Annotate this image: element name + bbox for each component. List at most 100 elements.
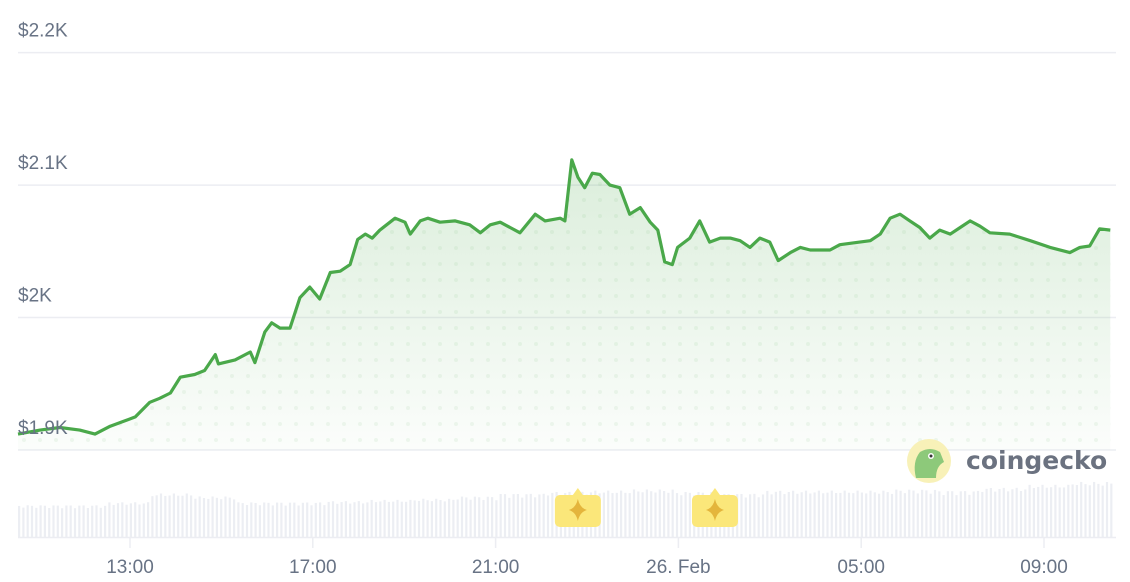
volume-bar [925,490,928,537]
volume-bar [185,493,188,537]
volume-bar [267,502,270,537]
volume-bar [749,494,752,537]
volume-bar [628,493,631,537]
volume-bar [1015,487,1018,537]
volume-bar [951,491,954,537]
volume-bar [413,500,416,537]
volume-bar [400,501,403,537]
volume-bar [26,505,29,537]
volume-bar [22,507,25,537]
volume-bar [783,494,786,537]
volume-bar [998,489,1001,537]
volume-bar [297,505,300,537]
y-axis-labels: $2.2K $2.1K $2K $1.9K [18,21,68,439]
volume-bar [641,492,644,537]
volume-bar [172,493,175,537]
volume-bar [787,492,790,537]
volume-bar [792,490,795,537]
volume-bar [409,499,412,537]
volume-bar [61,508,64,537]
volume-bar [417,500,421,537]
y-tick-label: $1.9K [18,418,68,439]
volume-bar [491,497,494,537]
volume-bar [293,502,296,537]
volume-bar [1002,487,1005,537]
volume-bar [387,501,390,537]
volume-bar [258,505,261,537]
volume-bar [190,495,193,537]
volume-bar [942,495,945,537]
x-tick-label: 05:00 [837,557,885,578]
y-tick-label: $2.2K [18,21,68,42]
volume-bar [30,505,34,537]
volume-bar [426,500,429,537]
volume-bar [228,497,231,537]
volume-bar [921,489,924,537]
volume-bar [667,492,670,537]
volume-bar [486,496,489,537]
volume-bar [310,505,313,537]
volume-bar [1097,483,1100,537]
volume-bar [856,490,859,537]
volume-bar [1071,484,1074,537]
volume-bar [770,494,773,537]
volume-bar [1007,491,1010,537]
volume-bar [362,503,365,537]
volume-bar [327,501,330,537]
volume-bar [671,489,674,537]
volume-bar [903,493,906,537]
volume-bar [835,493,838,537]
volume-bar [159,493,163,537]
volume-bar [624,492,627,537]
volume-bar [254,502,257,537]
volume-bar [503,494,507,537]
volume-bar [142,503,145,537]
volume-bar [804,490,808,537]
volume-bar [215,497,218,537]
volume-bar [908,489,911,537]
volume-bar [99,507,102,537]
volume-bar [82,505,85,537]
volume-bar [938,491,941,537]
volume-bar [551,492,554,537]
watermark-text: coingecko [966,446,1107,475]
volume-bar [766,490,769,537]
volume-bar [370,499,373,537]
volume-bar [104,505,107,537]
volume-bar [284,505,287,537]
volume-bar [125,504,128,537]
volume-bar [319,502,322,537]
x-tick-label: 09:00 [1020,557,1068,578]
volume-bar [353,502,356,537]
volume-bar [976,490,980,537]
volume-bar [800,492,803,537]
volume-bar [650,491,653,537]
volume-bar [306,502,309,537]
volume-bar [890,493,894,537]
volume-bar [1050,487,1053,537]
volume-bar [460,496,464,537]
volume-bar [516,494,519,537]
volume-bar [465,497,468,537]
volume-bar [366,502,369,537]
volume-bar [1041,484,1044,537]
volume-bar [430,501,433,537]
volume-bar [688,492,691,537]
volume-bar [155,495,158,537]
volume-bar [168,495,171,537]
volume-bar [469,499,472,537]
volume-bar [826,492,829,537]
volume-bar [245,504,249,537]
volume-bar [929,493,932,537]
volume-bar [658,489,661,537]
event-marker[interactable] [554,488,601,527]
volume-bar [542,493,545,537]
event-marker[interactable] [691,488,738,527]
volume-bar [916,493,919,537]
volume-bar [280,502,283,537]
volume-bar [435,498,438,537]
volume-bar [886,492,889,537]
volume-bar [1084,484,1087,537]
volume-bar [1110,483,1113,537]
volume-bar [478,497,481,537]
